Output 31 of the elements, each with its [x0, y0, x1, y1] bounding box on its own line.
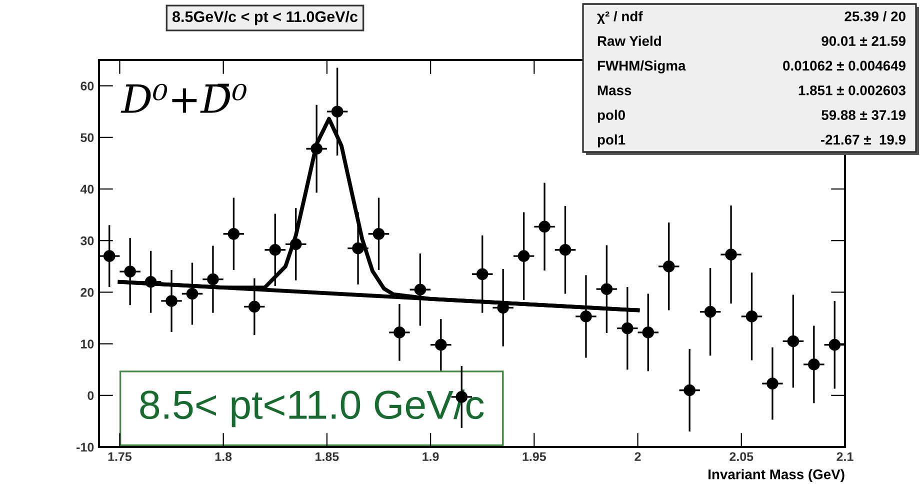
annotation: pol1: [598, 134, 626, 148]
text: Raw Yield: [598, 36, 661, 46]
y-tick-label: 30: [80, 236, 94, 246]
annotation: FWHM/Sigma: [598, 60, 686, 74]
x-tick-label: 2.1: [836, 452, 854, 461]
y-tick-label: 60: [80, 82, 94, 90]
y-tick-label: 40: [80, 184, 94, 194]
y-tick-label: -10: [76, 442, 94, 452]
x-tick-label: 1.85: [316, 452, 339, 462]
annotation: D⁰+D̄⁰: [120, 84, 246, 113]
y-tick-label: 0: [88, 391, 94, 400]
x-tick-label: 1.9: [422, 452, 439, 462]
annotation: pol0: [598, 110, 625, 123]
text: χ² / ndf: [597, 11, 643, 24]
x-tick-label: 2: [634, 452, 641, 461]
x-tick-label: 1.75: [108, 452, 132, 462]
y-tick-label: 20: [80, 288, 94, 297]
x-tick-label: 1.8: [215, 452, 232, 462]
y-tick-label: 50: [80, 133, 94, 142]
text: 90.01 ± 21.59: [822, 36, 906, 46]
annotation: Mass: [598, 86, 632, 96]
x-axis-title: Invariant Mass (GeV): [708, 469, 844, 482]
annotation: -21.67 ± 19.9: [820, 134, 906, 145]
annotation: 1.851 ± 0.002603: [798, 85, 906, 96]
y-tick-label: 10: [81, 340, 94, 348]
chart-title: 8.5GeV/c < pt < 11.0GeV/c: [172, 10, 358, 26]
text: 25.39 / 20: [844, 11, 906, 22]
x-tick-label: 1.95: [522, 452, 546, 462]
annotation: 59.88 ± 37.19: [822, 110, 906, 120]
x-tick-label: 2.05: [730, 452, 754, 462]
annotation: 0.01062 ± 0.004649: [783, 60, 906, 71]
